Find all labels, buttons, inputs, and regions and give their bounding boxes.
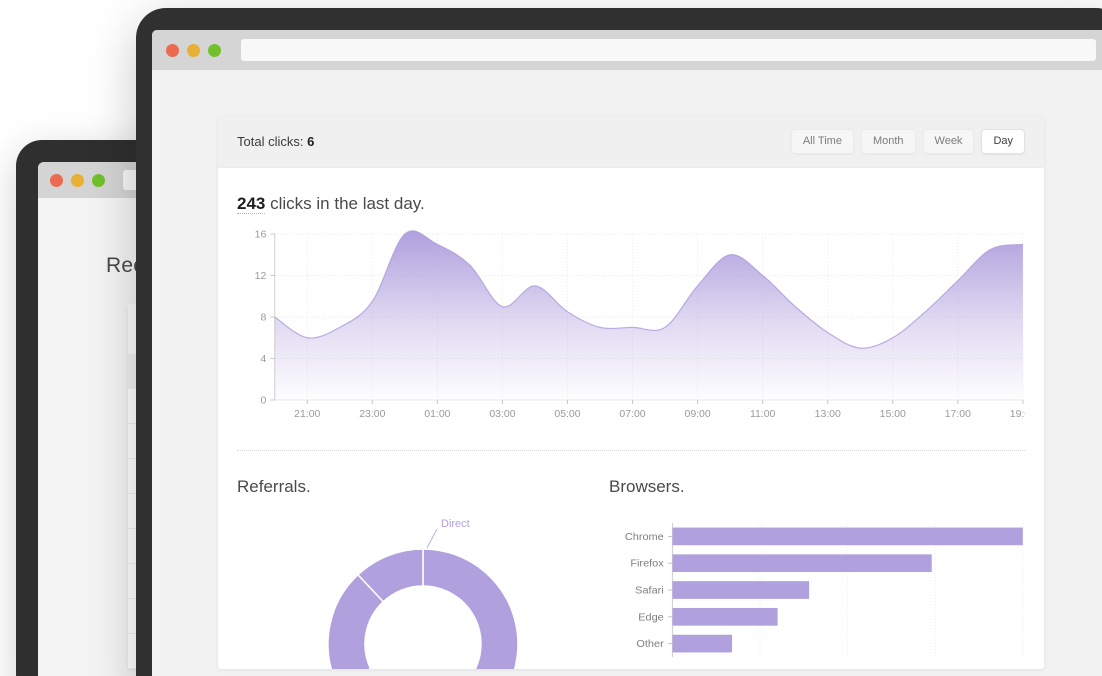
analytics-card: Total clicks: 6 All Time Month Week Day … [218,116,1044,669]
svg-text:12: 12 [255,271,267,282]
range-button-day[interactable]: Day [981,129,1025,154]
section-divider [237,450,1025,451]
svg-text:03:00: 03:00 [489,409,516,420]
dashboard-content: Total clicks: 6 All Time Month Week Day … [152,70,1102,676]
minimize-window-icon[interactable] [71,173,84,187]
browsers-title: Browsers. [609,477,685,496]
clicks-headline: 243 clicks in the last day. [237,194,1025,214]
minimize-window-icon[interactable] [187,43,200,57]
svg-text:Chrome: Chrome [625,532,664,542]
maximize-window-icon[interactable] [92,173,105,187]
svg-text:16: 16 [255,230,267,241]
referrals-donut-wrap: Direct [237,519,609,669]
svg-text:19:00: 19:00 [1010,409,1025,420]
svg-text:Safari: Safari [635,586,664,596]
svg-text:13:00: 13:00 [815,409,842,420]
foreground-window-titlebar [152,30,1102,70]
clicks-over-time-area-chart: 0 4 8 12 16 21:00 23:00 01:00 03:00 05:00 07:00 09:… [255,230,1025,420]
svg-text:05:00: 05:00 [554,409,581,420]
svg-text:15:00: 15:00 [880,409,907,420]
close-window-icon[interactable] [166,43,179,57]
browsers-panel: Browsers. Chrome Firefox Safari Edge Other [609,477,1025,669]
svg-text:01:00: 01:00 [424,409,451,420]
range-button-week[interactable]: Week [922,129,975,154]
range-button-all-time[interactable]: All Time [790,129,854,154]
close-window-icon[interactable] [50,173,63,187]
total-clicks-summary: Total clicks: 6 [237,134,314,149]
background-traffic-lights [50,173,105,187]
svg-text:4: 4 [261,354,267,365]
analytics-card-header: Total clicks: 6 All Time Month Week Day [218,116,1044,168]
svg-text:Direct: Direct [441,519,470,530]
svg-text:07:00: 07:00 [619,409,646,420]
range-button-month[interactable]: Month [860,129,916,154]
maximize-window-icon[interactable] [208,43,221,57]
svg-text:23:00: 23:00 [359,409,386,420]
referrals-title: Referrals. [237,477,311,496]
foreground-browser-window: Total clicks: 6 All Time Month Week Day … [136,8,1102,676]
svg-text:17:00: 17:00 [945,409,972,420]
total-clicks-value: 6 [307,134,315,149]
svg-text:09:00: 09:00 [684,409,711,420]
foreground-traffic-lights [166,43,221,57]
svg-text:0: 0 [261,396,267,407]
svg-text:21:00: 21:00 [294,409,321,420]
bottom-panels: Referrals. Direct Browsers. Chrome Firefo… [237,451,1025,669]
total-clicks-label: Total clicks: [237,134,304,149]
clicks-headline-text: clicks in the last day. [270,194,425,213]
svg-text:Edge: Edge [638,613,664,623]
analytics-card-body: 243 clicks in the last day. 0 4 8 12 16 21:00… [218,168,1044,669]
clicks-count: 243 [237,194,266,214]
svg-text:Firefox: Firefox [630,559,664,569]
browsers-bar-chart: Chrome Firefox Safari Edge Other [625,523,1024,657]
svg-text:8: 8 [261,313,267,324]
svg-text:11:00: 11:00 [750,409,776,420]
time-range-toggle-group: All Time Month Week Day [790,129,1025,154]
foreground-window-viewport: Total clicks: 6 All Time Month Week Day … [152,30,1102,676]
svg-text:Other: Other [636,639,664,649]
referrals-donut-chart: Direct [327,519,519,669]
referrals-panel: Referrals. Direct [237,477,609,669]
foreground-address-bar[interactable] [241,39,1096,61]
